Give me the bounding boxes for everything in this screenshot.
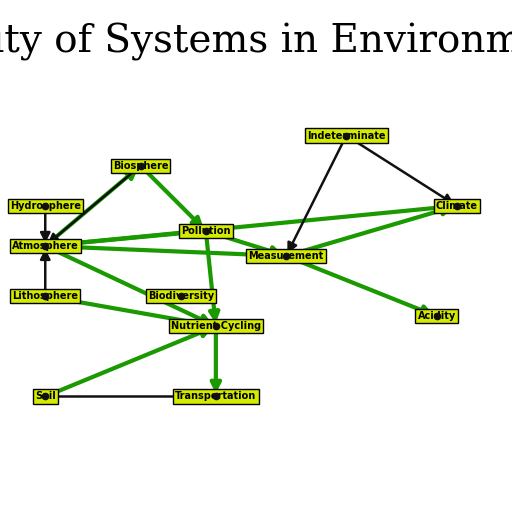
Text: Lithosphere: Lithosphere xyxy=(12,291,78,301)
Text: Indeterminate: Indeterminate xyxy=(307,131,386,141)
Text: Measurement: Measurement xyxy=(248,251,324,261)
Text: Soil: Soil xyxy=(35,392,56,401)
Text: Nutrient Cycling: Nutrient Cycling xyxy=(171,321,261,331)
Text: Biosphere: Biosphere xyxy=(113,161,168,170)
Text: Biodiversity: Biodiversity xyxy=(147,291,214,301)
Text: Acidity: Acidity xyxy=(417,311,456,321)
Text: Climate: Climate xyxy=(436,201,478,211)
Text: Interconnectivity of Systems in Environmental Science: Interconnectivity of Systems in Environm… xyxy=(0,23,512,61)
Text: Pollution: Pollution xyxy=(181,226,230,236)
Text: Atmosphere: Atmosphere xyxy=(12,241,79,251)
Text: Transportation: Transportation xyxy=(175,392,257,401)
Text: Hydrosphere: Hydrosphere xyxy=(10,201,81,211)
